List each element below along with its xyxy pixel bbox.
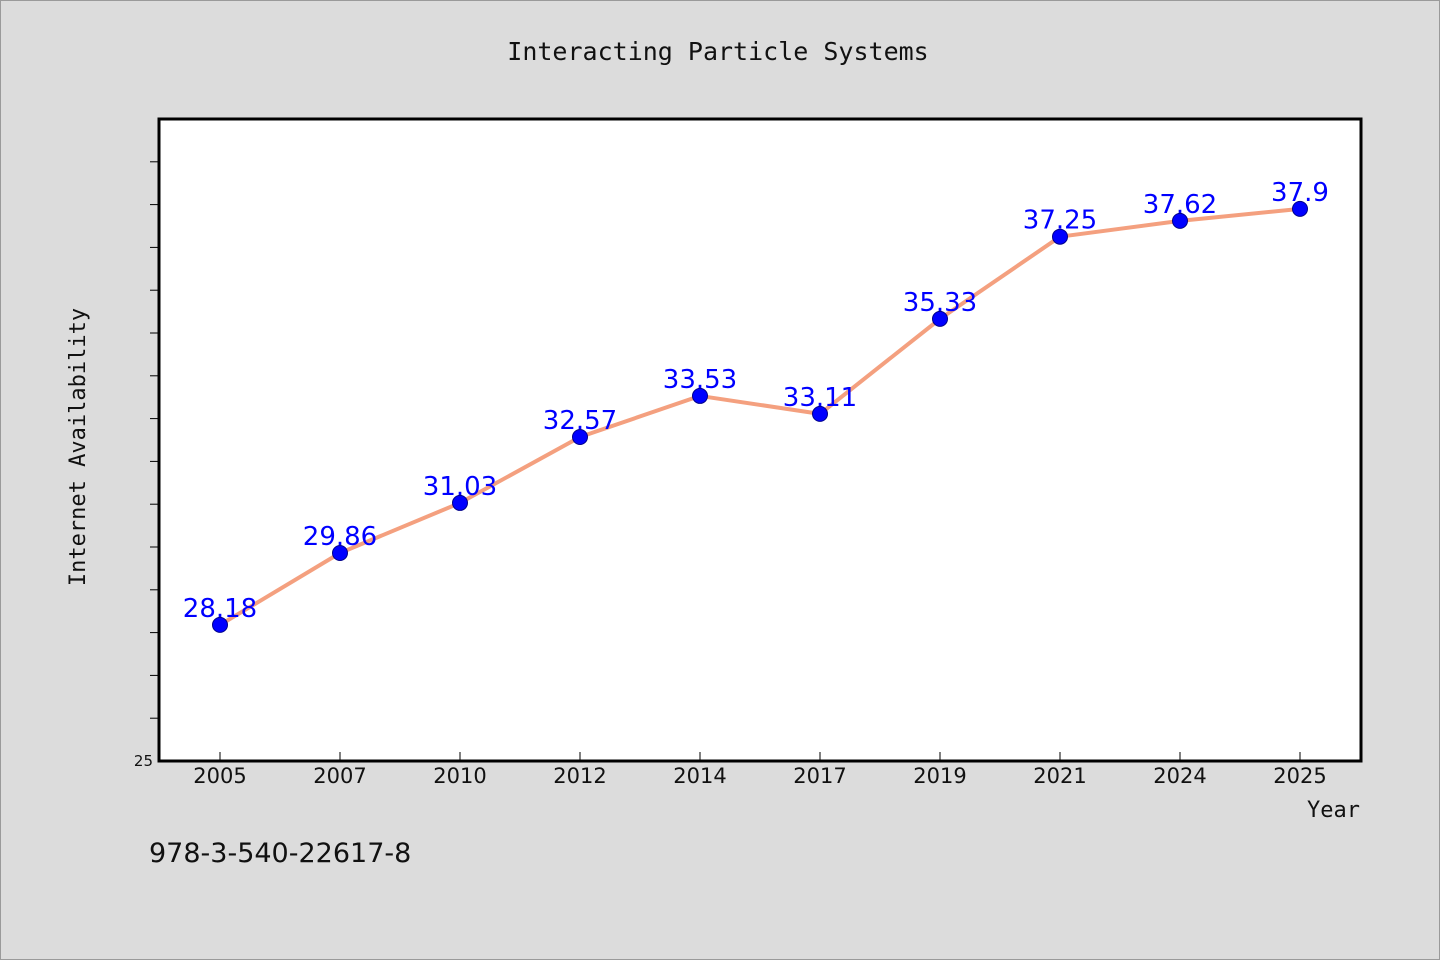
- series-line-group: [218, 206, 1302, 627]
- data-point: [692, 387, 708, 404]
- x-tick-label: 2007: [313, 764, 366, 788]
- data-point: [1052, 228, 1068, 245]
- data-point: [1292, 200, 1308, 217]
- x-tick-label: 2012: [553, 764, 606, 788]
- y-axis-label: Internet Availability: [66, 308, 91, 586]
- plot-area: [157, 117, 1363, 763]
- x-axis-ticks: [219, 752, 1301, 760]
- x-tick-label: 2024: [1153, 764, 1206, 788]
- data-point: [932, 310, 948, 327]
- x-tick-label: 2021: [1033, 764, 1086, 788]
- data-point: [212, 616, 228, 633]
- x-tick-label: 2014: [673, 764, 726, 788]
- x-axis-label: Year: [1307, 798, 1360, 823]
- data-point: [332, 544, 348, 561]
- isbn-caption: 978-3-540-22617-8: [149, 838, 411, 869]
- data-point: [572, 429, 588, 446]
- x-tick-label: 2025: [1273, 764, 1326, 788]
- data-point: [452, 494, 468, 511]
- data-point: [812, 405, 828, 422]
- x-tick-label: 2010: [433, 764, 486, 788]
- data-markers: [212, 200, 1308, 633]
- x-tick-label: 2019: [913, 764, 966, 788]
- x-tick-label: 2005: [193, 764, 246, 788]
- y-tick-label-min: 25: [134, 752, 153, 770]
- series-line: [218, 206, 1302, 627]
- data-point: [1172, 212, 1188, 229]
- x-tick-label: 2017: [793, 764, 846, 788]
- y-axis-ticks: [150, 161, 158, 719]
- x-tick-labels: 2005 2007 2010 2012 2014 2017 2019 2021 2024 2025: [193, 764, 1326, 788]
- chart-title: Interacting Particle Systems: [507, 37, 928, 66]
